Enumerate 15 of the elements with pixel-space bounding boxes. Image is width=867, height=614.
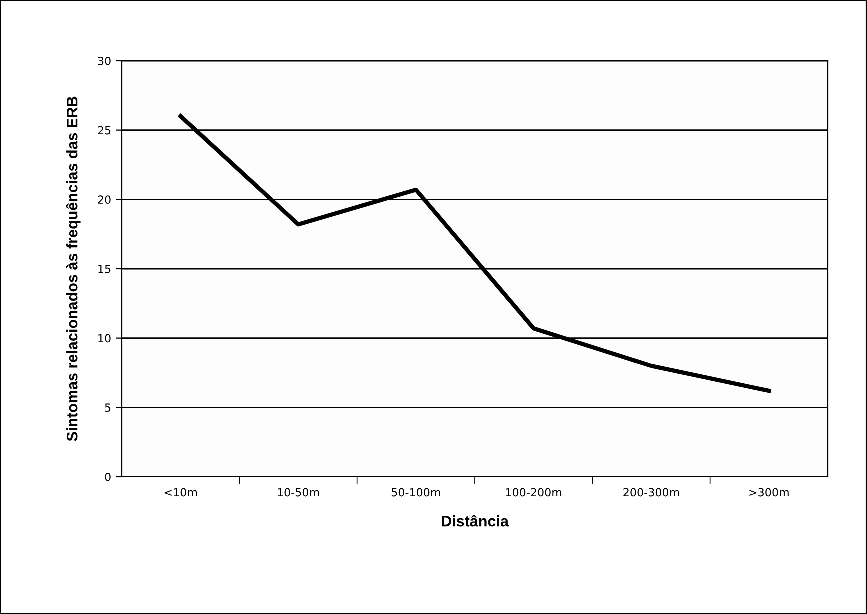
y-tick-label: 30 bbox=[98, 56, 111, 66]
y-tick-label: 0 bbox=[105, 472, 111, 482]
x-tick-label: <10m bbox=[164, 488, 198, 497]
y-tick-label: 15 bbox=[98, 265, 111, 274]
y-tick-label: 20 bbox=[98, 196, 111, 204]
y-tick-label: 25 bbox=[98, 126, 111, 135]
x-tick-label: 50-100m bbox=[392, 488, 440, 497]
x-tick-label: >300m bbox=[750, 488, 789, 497]
x-axis-title: Distância bbox=[442, 515, 510, 527]
y-axis-title: Sintomas relacionados às frequências das ERB bbox=[66, 96, 81, 442]
y-tick-label: 10 bbox=[98, 334, 111, 343]
x-tick-label: 100-200m bbox=[506, 488, 562, 497]
y-tick-label: 5 bbox=[105, 404, 111, 412]
x-tick-label: 200-300m bbox=[624, 488, 680, 497]
x-tick-label: 10-50m bbox=[278, 488, 320, 497]
